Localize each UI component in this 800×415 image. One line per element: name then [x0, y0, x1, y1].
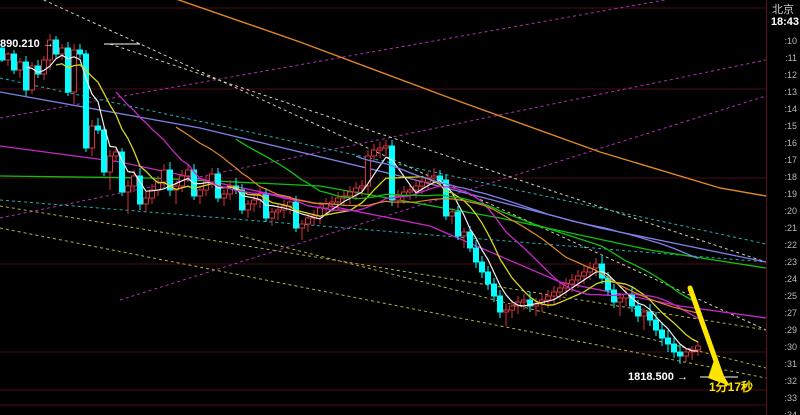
axis-tick: :31	[784, 359, 797, 369]
trend-lines	[0, 0, 766, 379]
axis-tick: :21	[784, 223, 797, 233]
price-label-top: 890.210 →	[0, 38, 54, 50]
candlesticks	[0, 34, 701, 364]
chart-plot-area[interactable]: 890.210 → 1818.500 → 1分17秒	[0, 0, 766, 415]
axis-separator	[766, 0, 767, 415]
axis-tick: :16	[784, 138, 797, 148]
axis-tick: :20	[784, 206, 797, 216]
axis-current-time: 18:43	[770, 16, 799, 28]
axis-tick: :19	[784, 189, 797, 199]
gridlines	[0, 7, 766, 406]
axis-tick: :13	[784, 87, 797, 97]
axis-tick: :18	[784, 172, 797, 182]
axis-tick: :11	[785, 53, 797, 63]
axis-tick: :23	[784, 257, 797, 267]
axis-tick: :10	[784, 36, 797, 46]
countdown-timer: 1分17秒	[709, 380, 754, 394]
axis-tick: :15	[784, 121, 797, 131]
axis-tick: :27	[784, 308, 797, 318]
axis-tick: :29	[784, 325, 797, 335]
moving-averages	[25, 54, 699, 352]
axis-tick: :24	[784, 274, 797, 284]
chart-canvas	[0, 0, 766, 406]
axis-tick: :14	[784, 104, 797, 114]
axis-tick: :25	[784, 291, 797, 301]
axis-tick: :34	[784, 410, 797, 415]
price-label-bottom: 1818.500 →	[628, 371, 688, 383]
axis-tick: :33	[784, 393, 797, 403]
axis-tick: :22	[784, 240, 797, 250]
countdown-arrow	[687, 285, 730, 386]
time-axis[interactable]: 北京 18:43 :10 :11 :12 :13 :14 :15 :16 :17 :18 :19:…	[766, 0, 800, 415]
price-markers	[104, 43, 738, 378]
axis-tick: :30	[784, 342, 797, 352]
axis-tick: :32	[784, 376, 797, 386]
axis-tick: :12	[784, 70, 797, 80]
axis-tick: :17	[784, 155, 797, 165]
axis-header-city: 北京	[772, 4, 794, 16]
